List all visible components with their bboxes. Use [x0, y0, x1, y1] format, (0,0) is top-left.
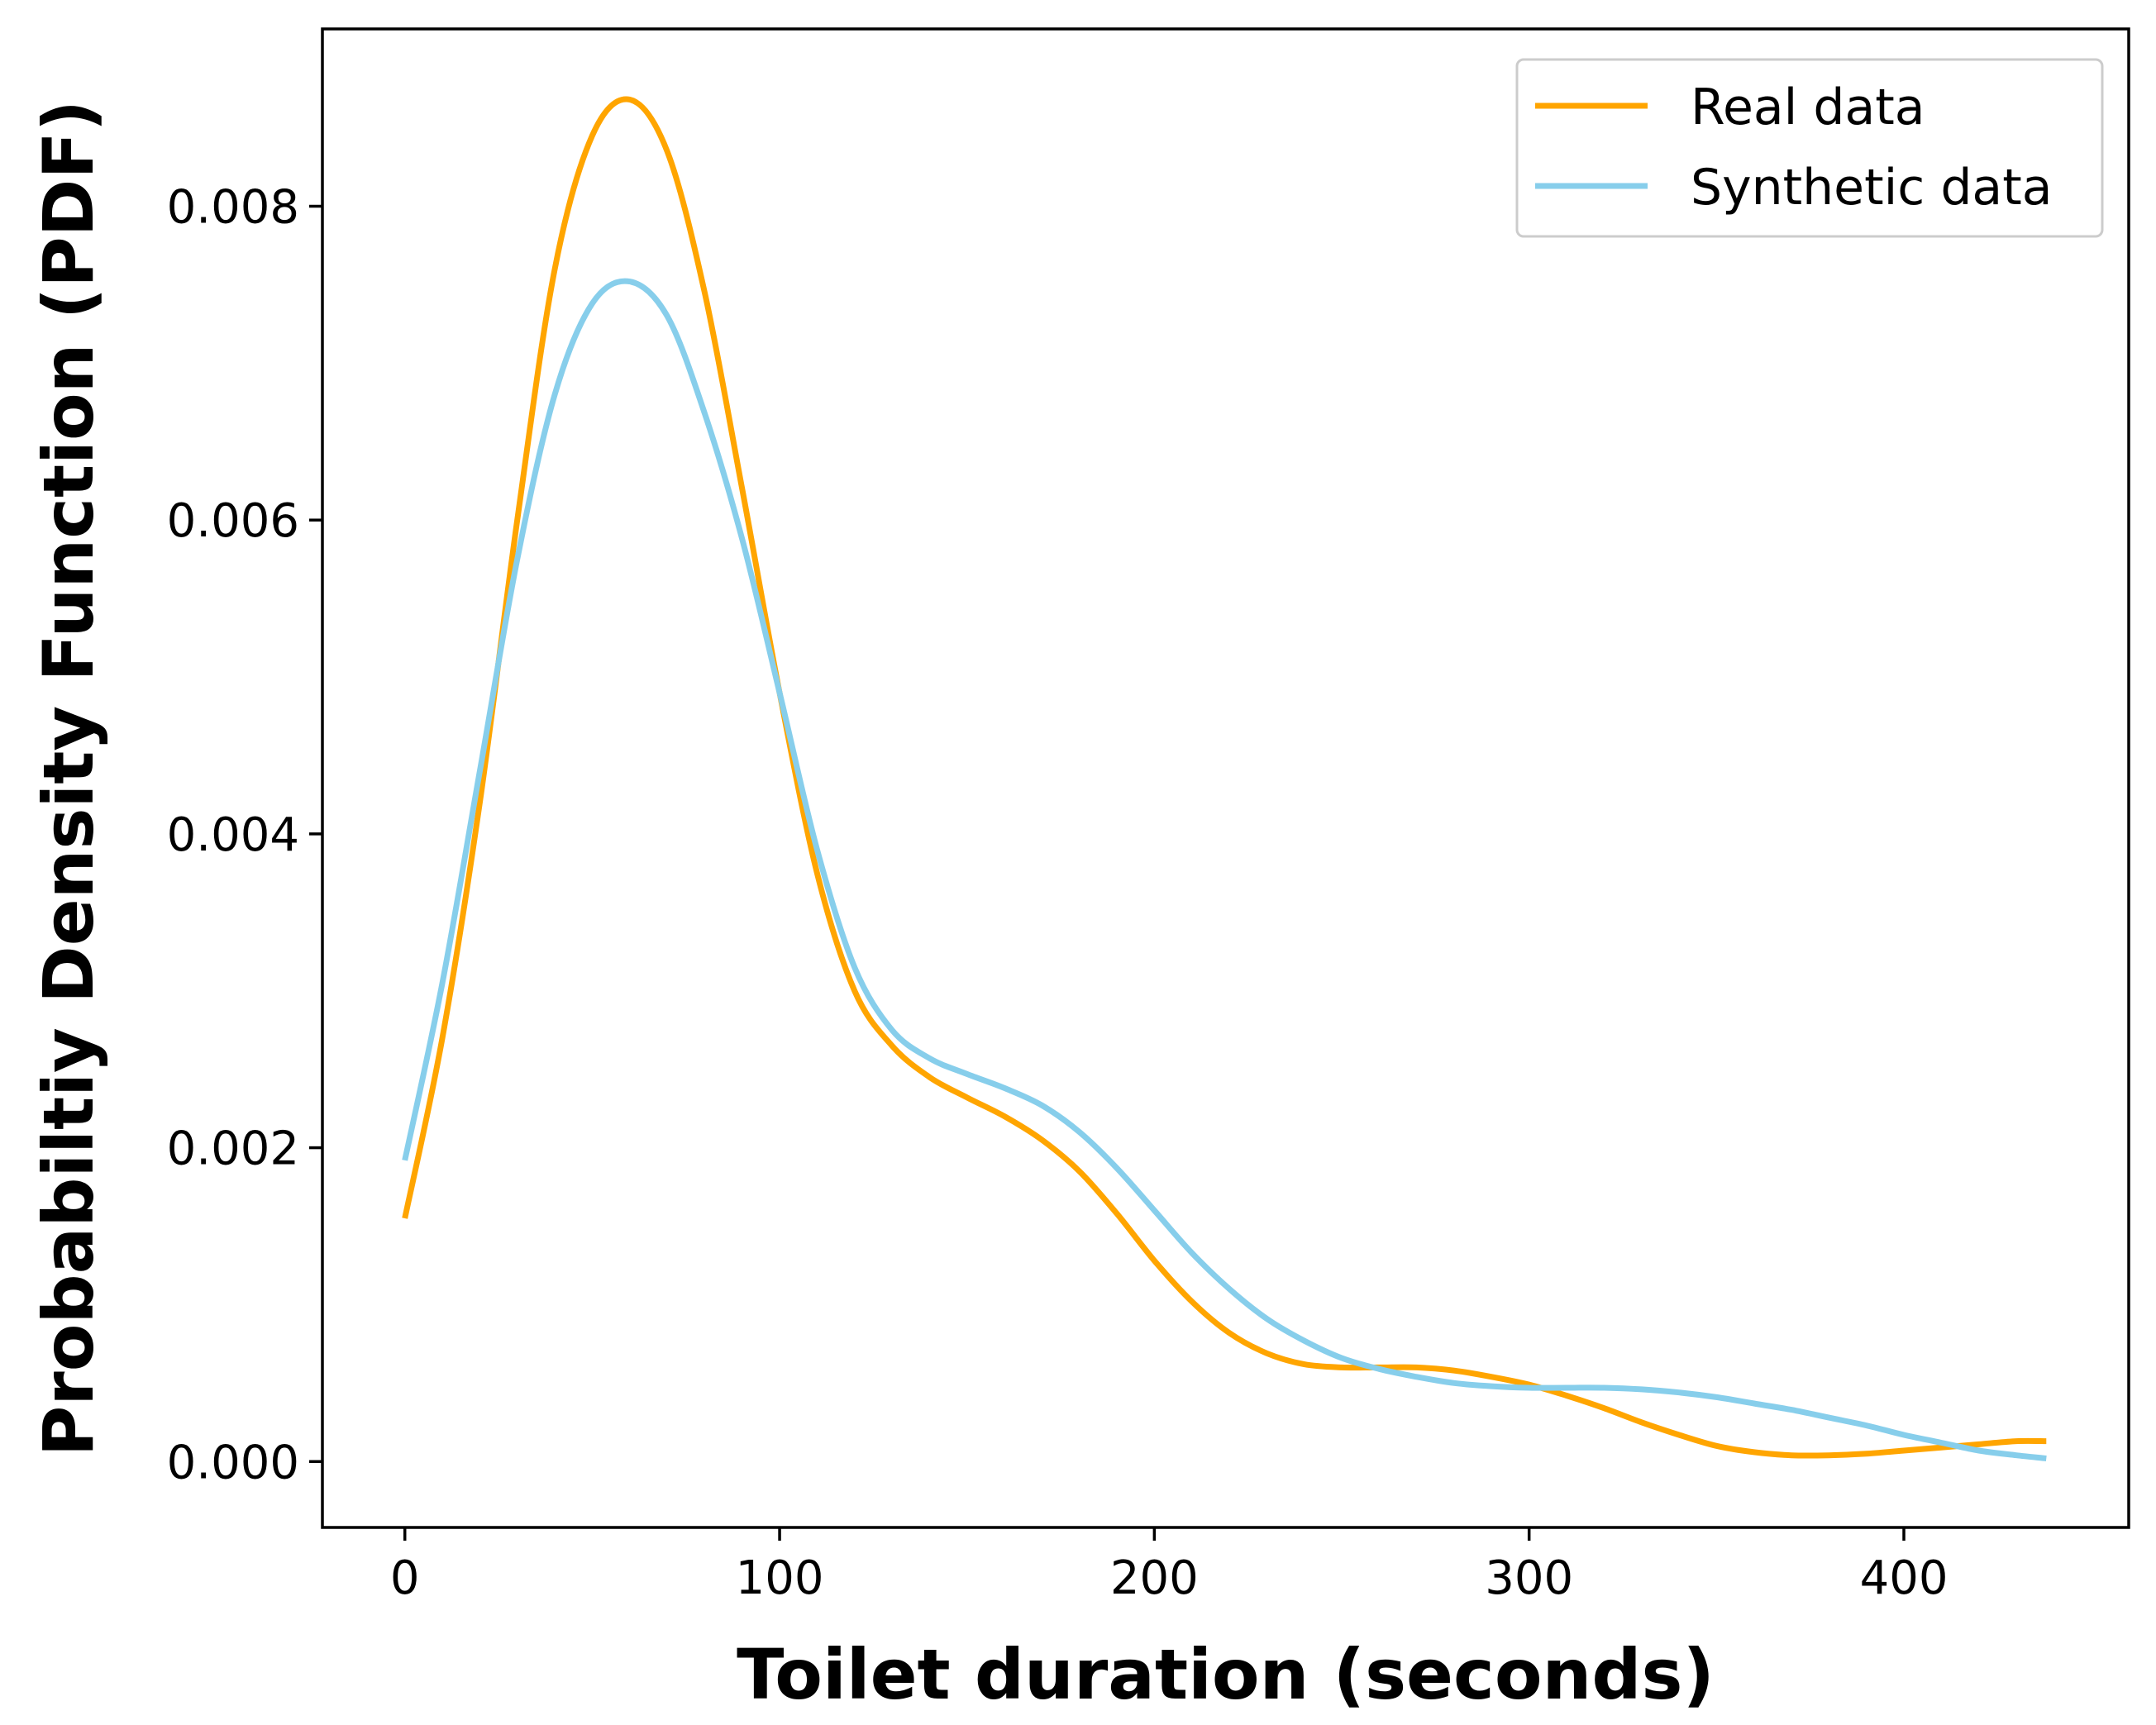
x-tick-label: 100 — [736, 1551, 824, 1605]
y-tick-label: 0.004 — [167, 808, 299, 862]
x-axis: 0 100 200 300 400 — [390, 1527, 1949, 1605]
y-tick-label: 0.006 — [167, 494, 299, 548]
x-tick-label: 300 — [1485, 1551, 1573, 1605]
plot-frame — [321, 27, 2130, 1529]
legend-label-synthetic: Synthetic data — [1691, 159, 2053, 217]
series-layer — [402, 96, 2047, 1461]
y-axis-title: Probabiltiy Density Function (PDF) — [28, 100, 109, 1456]
series-line-synthetic — [402, 278, 2047, 1461]
series-line-real — [402, 96, 2047, 1459]
legend-label-real: Real data — [1691, 79, 1925, 136]
x-tick-label: 200 — [1110, 1551, 1199, 1605]
y-axis: 0.000 0.002 0.004 0.006 0.008 — [167, 181, 322, 1489]
x-tick-label: 400 — [1860, 1551, 1949, 1605]
x-axis-title: Toilet duration (seconds) — [737, 1634, 1715, 1715]
x-tick-label: 0 — [390, 1551, 420, 1605]
y-tick-label: 0.002 — [167, 1122, 299, 1176]
y-tick-label: 0.008 — [167, 181, 299, 235]
legend-box — [1515, 58, 2104, 238]
legend: Real data Synthetic data — [1515, 58, 2104, 238]
y-tick-label: 0.000 — [167, 1436, 299, 1489]
